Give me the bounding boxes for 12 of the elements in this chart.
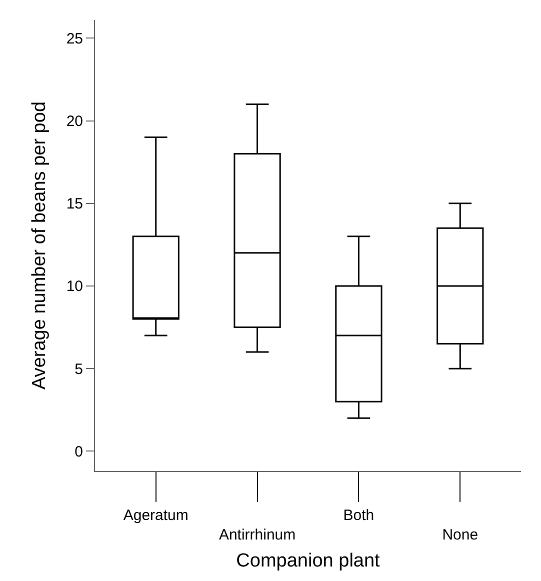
y-tick-label: 10 (66, 278, 83, 296)
x-tick-label: Ageratum (123, 507, 188, 524)
x-tick-label: Both (343, 507, 374, 524)
y-tick-label: 0 (74, 443, 83, 460)
x-tick-label: None (442, 526, 478, 544)
x-axis-title: Companion plant (236, 550, 381, 572)
y-tick-label: 20 (66, 113, 83, 130)
x-tick-label: Antirrhinum (218, 526, 296, 544)
y-axis-title: Average number of beans per pod (29, 101, 50, 390)
y-tick-label: 25 (66, 30, 83, 48)
y-tick-label: 15 (66, 196, 83, 213)
y-tick-label: 5 (74, 360, 83, 378)
